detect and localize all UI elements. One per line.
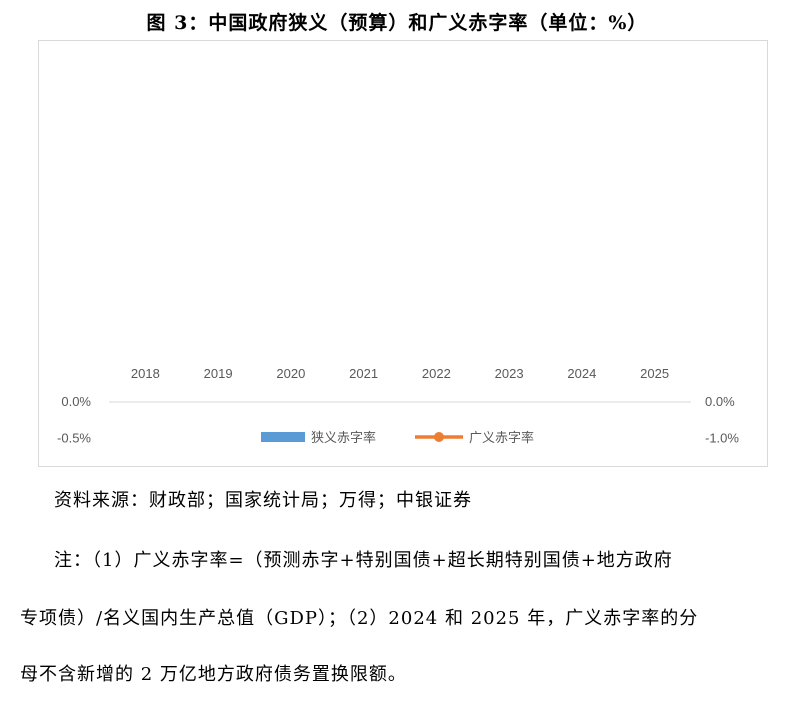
x-axis-category-label: 2024 bbox=[567, 366, 596, 381]
x-axis-category-label: 2021 bbox=[349, 366, 378, 381]
note-line-2: 专项债）/名义国内生产总值（GDP）；（2）2024 和 2025 年，广义赤字… bbox=[20, 608, 699, 629]
chart-svg: 0.0%-0.5%-1.0%-1.5%-2.0%-2.5%-3.0%-3.5%-… bbox=[57, 366, 739, 468]
x-axis-category-label: 2022 bbox=[422, 366, 451, 381]
right-axis-tick-label: -1.0% bbox=[705, 430, 739, 445]
source-text: 资料来源：财政部；国家统计局；万得；中银证券 bbox=[54, 490, 472, 511]
left-axis-tick-label: -0.5% bbox=[57, 430, 91, 445]
left-axis-tick-label: 0.0% bbox=[61, 394, 91, 409]
legend-label-broad: 广义赤字率 bbox=[469, 430, 534, 446]
x-axis-category-label: 2020 bbox=[276, 366, 305, 381]
x-axis-category-label: 2023 bbox=[495, 366, 524, 381]
right-axis-tick-label: -2.0% bbox=[705, 467, 739, 468]
note-line-1: 注：（1）广义赤字率=（预测赤字+特别国债+超长期特别国债+地方政府 bbox=[54, 550, 673, 571]
chart-area: 0.0%-0.5%-1.0%-1.5%-2.0%-2.5%-3.0%-3.5%-… bbox=[38, 40, 768, 468]
left-axis-tick-label: -1.0% bbox=[57, 467, 91, 468]
chart-title: 图 3：中国政府狭义（预算）和广义赤字率（单位：%） bbox=[146, 12, 648, 34]
legend-marker-broad bbox=[434, 432, 444, 442]
right-axis-tick-label: 0.0% bbox=[705, 394, 735, 409]
legend-label-narrow: 狭义赤字率 bbox=[311, 430, 376, 446]
legend-swatch-narrow bbox=[261, 432, 305, 442]
x-axis-category-label: 2025 bbox=[640, 366, 669, 381]
x-axis-category-label: 2019 bbox=[204, 366, 233, 381]
x-axis-category-label: 2018 bbox=[131, 366, 160, 381]
note-line-3: 母不含新增的 2 万亿地方政府债务置换限额。 bbox=[20, 664, 407, 685]
